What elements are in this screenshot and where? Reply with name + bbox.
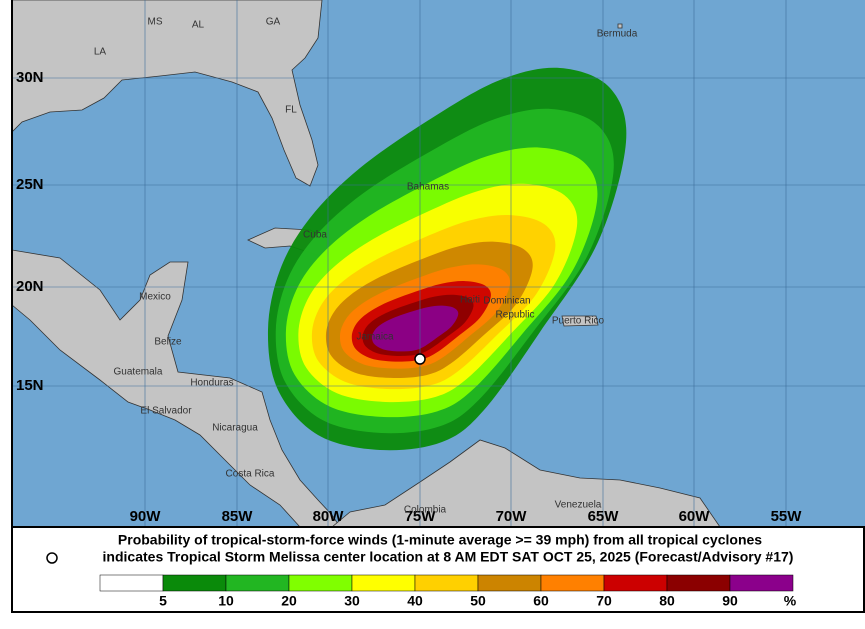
latitude-label: 15N (16, 377, 44, 394)
place-label: Republic (496, 310, 535, 321)
mexico-central-america (11, 249, 341, 528)
legend-swatch (288, 574, 353, 592)
place-label: GA (266, 17, 281, 28)
legend-swatch (477, 574, 542, 592)
longitude-label: 90W (130, 508, 162, 525)
place-label: Mexico (139, 292, 171, 303)
place-label: Colombia (404, 505, 447, 516)
longitude-label: 70W (496, 508, 528, 525)
place-label: Costa Rica (226, 469, 275, 480)
caption-panel (11, 526, 865, 613)
longitude-label: 65W (588, 508, 620, 525)
place-label: Nicaragua (212, 423, 258, 434)
place-label: El Salvador (140, 406, 192, 417)
longitude-label: 60W (679, 508, 711, 525)
place-label: Bahamas (407, 182, 449, 193)
legend-unit: % (784, 593, 797, 609)
place-label: FL (285, 105, 297, 116)
legend-tick: 30 (344, 593, 360, 609)
legend-tick: 60 (533, 593, 549, 609)
longitude-label: 55W (771, 508, 803, 525)
latitude-label: 25N (16, 176, 44, 193)
place-label: Honduras (190, 378, 233, 389)
legend-swatch (603, 574, 668, 592)
legend-swatch (351, 574, 416, 592)
place-label: MS (148, 17, 163, 28)
place-label: Haiti (460, 295, 480, 306)
legend-swatch (414, 574, 479, 592)
caption-line1: Probability of tropical-storm-force wind… (118, 532, 762, 548)
caption-line2: indicates Tropical Storm Melissa center … (103, 549, 794, 565)
place-label: Jamaica (356, 332, 394, 343)
place-label: Bermuda (597, 29, 638, 40)
south-america (330, 439, 721, 528)
place-label: AL (192, 20, 205, 31)
probability-band (372, 305, 459, 352)
legend-swatch (99, 574, 164, 592)
place-labels: MS AL GA LA FL Bermuda Bahamas Cuba Mexico Belize… (94, 17, 638, 516)
united-states (11, 0, 323, 187)
legend-tick: 20 (281, 593, 297, 609)
legend-tick: 80 (659, 593, 675, 609)
place-label: Venezuela (555, 500, 602, 511)
place-label: Guatemala (114, 367, 163, 378)
legend-swatch (666, 574, 731, 592)
legend-swatch (540, 574, 605, 592)
legend-swatch (162, 574, 227, 592)
longitude-label: 75W (405, 508, 437, 525)
legend-tick: 10 (218, 593, 234, 609)
puerto-rico (561, 315, 599, 327)
legend-tick: 90 (722, 593, 738, 609)
longitude-label: 85W (222, 508, 254, 525)
legend-tick: 5 (159, 593, 167, 609)
latitude-label: 20N (16, 278, 44, 295)
bermuda (617, 23, 623, 29)
legend: 5 10 20 30 40 50 60 70 80 90% (99, 574, 797, 609)
probability-contours (267, 67, 627, 451)
grid: 90W 85W 80W 75W 70W 65W 60W 55W 30N 25N 20N 15N (12, 0, 865, 527)
place-label: Dominican (483, 296, 530, 307)
place-label: Puerto Rico (552, 316, 605, 327)
place-label: Belize (154, 337, 182, 348)
longitude-label: 80W (313, 508, 345, 525)
legend-tick: 40 (407, 593, 423, 609)
legend-swatch (225, 574, 290, 592)
place-label: LA (94, 47, 107, 58)
storm-center-marker (414, 353, 426, 365)
latitude-label: 30N (16, 69, 44, 86)
legend-tick: 50 (470, 593, 486, 609)
legend-tick: 70 (596, 593, 612, 609)
legend-swatch (729, 574, 794, 592)
place-label: Cuba (303, 230, 327, 241)
caption-marker (46, 552, 58, 564)
